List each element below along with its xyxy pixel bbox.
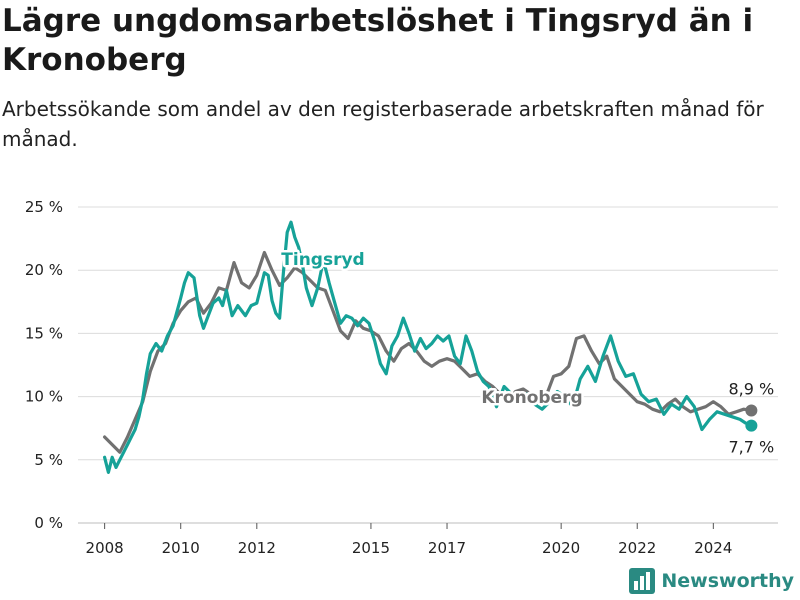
y-tick-label: 0 %: [34, 514, 63, 532]
y-tick-label: 25 %: [25, 198, 63, 216]
chart-title: Lägre ungdomsarbetslöshet i Tingsryd än …: [2, 3, 754, 78]
series-line-kronoberg: [103, 250, 753, 454]
y-tick-label: 10 %: [25, 388, 63, 406]
x-tick-label: 2017: [428, 539, 466, 557]
chart-subtitle: Arbetssökande som andel av den registerb…: [2, 97, 764, 151]
x-tick-label: 2024: [694, 539, 732, 557]
series-line-tingsryd: [103, 220, 753, 474]
y-tick-label: 15 %: [25, 324, 63, 342]
x-tick-label: 2008: [86, 539, 124, 557]
x-tick-label: 2010: [162, 539, 200, 557]
end-value-label-tingsryd: 7,7 %: [729, 438, 775, 457]
x-tick-label: 2020: [542, 539, 580, 557]
gridlines: [78, 206, 778, 524]
y-axis-ticks: 0 % 5 % 10 % 15 % 20 % 25 %: [25, 198, 63, 532]
x-tick-label: 2015: [352, 539, 390, 557]
y-tick-label: 5 %: [34, 451, 63, 469]
series-lines: [103, 220, 758, 474]
newsworthy-brand: Newsworthy: [629, 568, 794, 594]
series-name-label-tingsryd: Tingsryd: [281, 250, 364, 270]
bar-chart-logo-icon: [629, 568, 656, 594]
series-name-label-kronoberg: Kronoberg: [481, 388, 582, 408]
x-tick-label: 2012: [238, 539, 276, 557]
brand-name: Newsworthy: [661, 570, 794, 592]
end-point-kronoberg: [745, 404, 758, 417]
x-axis-ticks: 2008 2010 2012 2015 2017 2020 2022 2024: [86, 523, 732, 557]
y-tick-label: 20 %: [25, 261, 63, 279]
x-tick-label: 2022: [618, 539, 656, 557]
series-labels: 8,9 % 7,7 % Kronoberg Tingsryd: [279, 248, 775, 457]
end-value-label-kronoberg: 8,9 %: [729, 380, 775, 399]
end-point-tingsryd: [745, 419, 758, 432]
